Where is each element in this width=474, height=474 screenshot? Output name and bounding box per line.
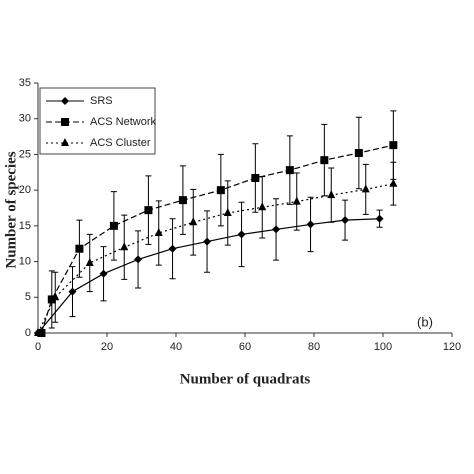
y-tick-label: 25 <box>19 148 31 160</box>
point <box>251 174 260 182</box>
y-tick-label: 15 <box>19 220 31 232</box>
point <box>144 206 153 215</box>
legend-label: ACS Cluster <box>90 137 151 149</box>
x-tick-label: 40 <box>170 341 182 353</box>
series-line <box>40 144 394 334</box>
point <box>99 269 108 278</box>
legend-marker <box>61 138 69 146</box>
legend-marker <box>61 118 69 126</box>
x-tick-label: 80 <box>308 341 320 353</box>
point <box>189 217 198 226</box>
point <box>223 208 232 216</box>
point <box>34 328 42 336</box>
point <box>237 230 246 239</box>
series-line <box>37 218 380 334</box>
y-axis-title: Number of species <box>3 151 19 268</box>
point <box>216 186 225 195</box>
annotation: (b) <box>417 314 433 329</box>
x-tick-label: 60 <box>239 341 251 353</box>
x-axis-title: Number of quadrats <box>180 371 311 387</box>
point <box>375 214 384 223</box>
y-tick-label: 30 <box>19 113 31 125</box>
point <box>320 156 329 165</box>
y-tick-label: 5 <box>25 291 31 303</box>
point <box>51 292 60 301</box>
x-tick-label: 120 <box>443 341 461 353</box>
point <box>354 149 363 157</box>
point <box>341 216 350 225</box>
y-tick-label: 35 <box>19 77 31 89</box>
x-tick-label: 0 <box>35 341 41 353</box>
legend-box <box>39 87 156 155</box>
point <box>120 242 129 251</box>
point <box>285 166 294 175</box>
point <box>68 287 77 296</box>
legend-marker <box>61 97 69 105</box>
point <box>306 220 315 229</box>
legend-label: ACS Network <box>90 116 157 128</box>
point <box>258 202 267 211</box>
y-tick-label: 0 <box>25 327 31 339</box>
point <box>109 221 118 230</box>
point <box>292 196 301 205</box>
point <box>168 244 177 253</box>
point <box>327 190 336 199</box>
point <box>154 228 163 236</box>
y-tick-label: 10 <box>19 255 31 267</box>
y-tick-label: 20 <box>19 184 31 196</box>
point <box>75 244 84 253</box>
point <box>134 255 143 264</box>
x-tick-label: 100 <box>374 341 392 353</box>
point <box>361 184 370 193</box>
point <box>37 329 46 337</box>
point <box>389 141 398 150</box>
point <box>85 258 94 266</box>
series-line <box>37 183 394 334</box>
point <box>178 196 187 205</box>
point <box>389 178 398 187</box>
legend-label: SRS <box>90 95 113 107</box>
point <box>272 225 281 234</box>
point <box>203 237 212 246</box>
x-tick-label: 20 <box>101 341 113 353</box>
